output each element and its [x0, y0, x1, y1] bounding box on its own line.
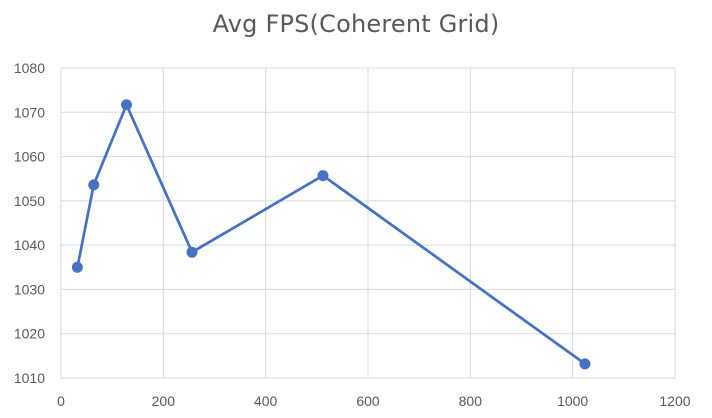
- data-point: [120, 99, 132, 111]
- x-tick-label: 0: [57, 393, 65, 409]
- series-line: [76, 103, 587, 366]
- y-tick-label: 1050: [14, 193, 45, 209]
- x-tick-label: 400: [254, 393, 278, 409]
- y-tick-label: 1040: [14, 237, 45, 253]
- y-tick-label: 1030: [14, 281, 45, 297]
- y-tick-label: 1020: [14, 326, 45, 342]
- y-tick-label: 1070: [14, 104, 45, 120]
- x-tick-label: 600: [356, 393, 380, 409]
- y-tick-label: 1080: [14, 60, 45, 76]
- y-tick-label: 1010: [14, 370, 45, 386]
- x-tick-label: 200: [152, 393, 176, 409]
- y-tick-label: 1060: [14, 149, 45, 165]
- x-tick-label: 1200: [659, 393, 690, 409]
- data-point: [71, 261, 83, 273]
- x-tick-label: 1000: [557, 393, 588, 409]
- x-tick-label: 800: [459, 393, 483, 409]
- data-point: [186, 246, 198, 258]
- data-point: [317, 170, 329, 182]
- data-point: [88, 179, 100, 191]
- data-point: [579, 358, 591, 370]
- chart-title: Avg FPS(Coherent Grid): [212, 10, 500, 38]
